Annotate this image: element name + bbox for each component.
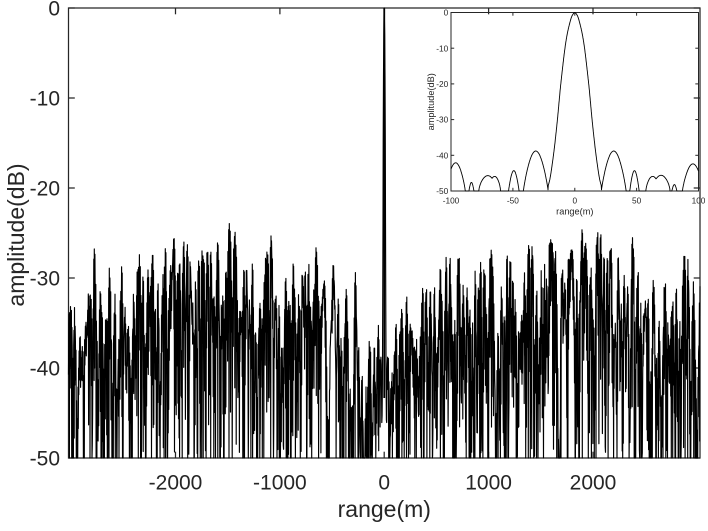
svg-text:0: 0	[572, 196, 577, 206]
svg-text:-2000: -2000	[149, 472, 203, 495]
svg-text:-40: -40	[30, 358, 60, 381]
svg-text:-10: -10	[30, 88, 60, 111]
svg-text:-50: -50	[30, 448, 60, 471]
svg-text:0: 0	[444, 8, 449, 18]
svg-text:1000: 1000	[465, 472, 512, 495]
svg-text:amplitude(dB): amplitude(dB)	[426, 73, 436, 130]
svg-text:range(m): range(m)	[338, 496, 431, 522]
svg-text:-20: -20	[436, 79, 448, 89]
svg-text:-50: -50	[507, 196, 519, 206]
svg-text:-10: -10	[436, 43, 448, 53]
svg-text:100: 100	[692, 196, 706, 206]
svg-text:-50: -50	[436, 186, 448, 196]
svg-text:amplitude(dB): amplitude(dB)	[3, 163, 29, 306]
svg-text:0: 0	[378, 472, 390, 495]
svg-text:-20: -20	[30, 178, 60, 201]
svg-text:-1000: -1000	[253, 472, 307, 495]
svg-text:0: 0	[48, 0, 60, 21]
svg-text:50: 50	[632, 196, 642, 206]
svg-text:-30: -30	[436, 115, 448, 125]
svg-text:-100: -100	[443, 196, 460, 206]
svg-text:2000: 2000	[570, 472, 617, 495]
svg-text:-40: -40	[436, 150, 448, 160]
svg-text:-30: -30	[30, 268, 60, 291]
svg-text:range(m): range(m)	[556, 207, 593, 217]
